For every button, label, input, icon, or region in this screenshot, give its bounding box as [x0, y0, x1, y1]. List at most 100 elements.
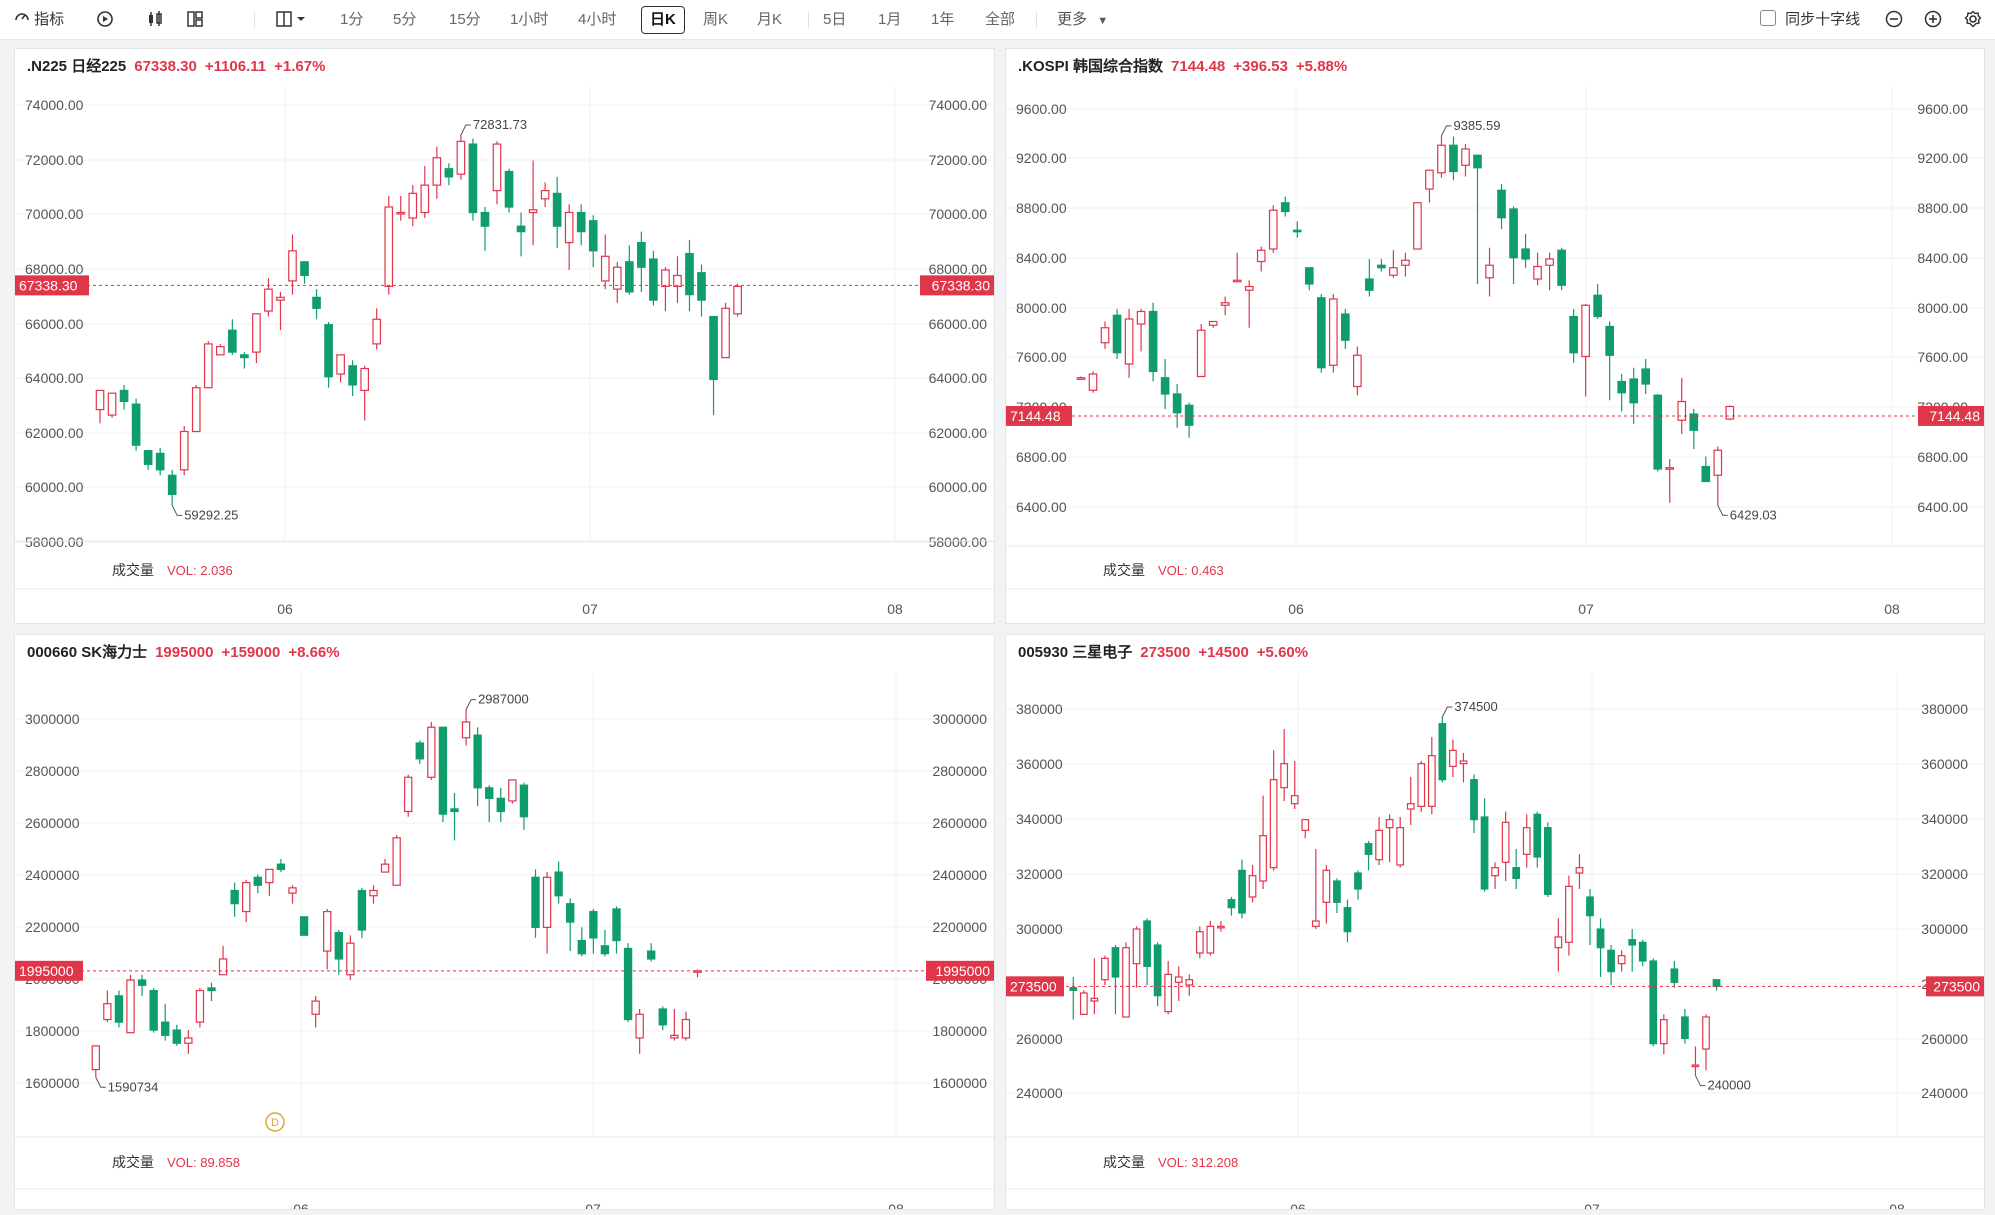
- candle-body: [432, 157, 442, 186]
- x-axis-label: 08: [887, 601, 903, 617]
- candle: [323, 908, 332, 970]
- chart-panel-kospi[interactable]: .KOSPI 韩国综合指数 7144.48 +396.53 +5.88% 9600.00…: [1005, 48, 1985, 624]
- candle: [228, 319, 237, 355]
- interval-tab[interactable]: 1年: [931, 11, 955, 28]
- y-axis-label-right: 2600000: [932, 815, 987, 831]
- candle-body: [647, 950, 656, 960]
- ticker-code: .N225: [27, 58, 68, 75]
- toolbar-divider: [808, 12, 809, 28]
- interval-tab[interactable]: 全部: [985, 11, 1016, 28]
- layout-grid-icon[interactable]: [186, 10, 204, 34]
- candle-body: [564, 211, 574, 244]
- y-axis-label-left: 72000.00: [25, 152, 84, 168]
- candle: [1132, 926, 1141, 988]
- candle: [508, 779, 517, 804]
- zoom-in-icon[interactable]: [1924, 10, 1942, 34]
- interval-tab[interactable]: 周K: [703, 11, 729, 28]
- candle-body: [1497, 189, 1506, 219]
- y-axis-label-right: 70000.00: [929, 206, 988, 222]
- candle: [1353, 346, 1362, 396]
- candle: [207, 982, 216, 1002]
- candle-body: [1681, 1016, 1689, 1039]
- sync-crosshair-toggle[interactable]: 同步十字线: [1760, 8, 1860, 32]
- interval-tab[interactable]: 1小时: [510, 11, 549, 28]
- current-price-label-right: 273500: [1933, 978, 1980, 994]
- candle: [1497, 184, 1506, 229]
- candle-body: [107, 392, 117, 416]
- candlestick-chart[interactable]: 74000.00 74000.00 72000.00 72000.00 70000.00…: [15, 49, 994, 623]
- candle: [1259, 795, 1267, 889]
- candle-body: [1641, 368, 1651, 385]
- candle: [1607, 945, 1615, 985]
- candle-body: [1280, 763, 1289, 789]
- candle-body: [191, 387, 201, 433]
- candle-body: [1269, 779, 1278, 869]
- y-axis-label-left: 260000: [1016, 1031, 1063, 1047]
- zoom-out-icon[interactable]: [1885, 10, 1903, 34]
- interval-tab[interactable]: 5日: [823, 11, 847, 28]
- candle-body: [1385, 819, 1394, 829]
- candle-body: [480, 211, 490, 227]
- interval-tab[interactable]: 月K: [757, 11, 783, 28]
- candle-body: [600, 255, 610, 282]
- y-axis-label-left: 70000.00: [25, 206, 84, 222]
- y-axis-label-left: 58000.00: [25, 534, 84, 550]
- replay-icon[interactable]: [96, 10, 114, 34]
- candle-body: [612, 908, 621, 942]
- candle: [485, 785, 494, 823]
- candle: [1480, 798, 1489, 892]
- interval-tab[interactable]: 1分: [340, 11, 364, 28]
- chart-layout-dropdown[interactable]: [276, 10, 306, 34]
- candle-body: [1268, 209, 1278, 250]
- candlestick-chart[interactable]: 9600.00 9600.00 9200.00 9200.00 8800.00 8800.…: [1006, 49, 1984, 623]
- candle-body: [1290, 795, 1299, 805]
- chart-panel-samsung[interactable]: 005930 三星电子 273500 +14500 +5.60% 380000 38000…: [1005, 634, 1985, 1210]
- dividend-event-marker[interactable]: [265, 1112, 285, 1132]
- candle: [1641, 359, 1651, 394]
- candle-body: [552, 192, 562, 227]
- candle-style-icon[interactable]: [146, 10, 164, 34]
- volume-label: 成交量: [1103, 562, 1145, 578]
- candle-body: [1425, 169, 1434, 190]
- candlestick-chart[interactable]: 380000 380000 360000 360000 340000 340000 3200…: [1006, 635, 1984, 1209]
- chart-panel-sk-hynix[interactable]: 000660 SK海力士 1995000 +159000 +8.66% 3000000 3…: [14, 634, 995, 1210]
- checkbox[interactable]: [1760, 10, 1776, 26]
- interval-tab[interactable]: 4小时: [578, 11, 617, 28]
- candle-body: [685, 252, 694, 296]
- candle: [300, 261, 309, 284]
- y-axis-label-right: 9600.00: [1917, 101, 1968, 117]
- indicator-button[interactable]: 指标: [14, 8, 64, 32]
- chart-panel-n225[interactable]: .N225 日经225 67338.30 +1106.11 +1.67% 74000.0…: [14, 48, 995, 624]
- percent-change: +8.66%: [288, 644, 340, 661]
- y-axis-label-right: 260000: [1921, 1031, 1968, 1047]
- ticker-name: SK海力士: [81, 644, 148, 661]
- candle-body: [1581, 304, 1590, 358]
- candle: [184, 1030, 193, 1054]
- candle: [288, 885, 297, 904]
- candle: [1269, 750, 1278, 871]
- candle-body: [1501, 821, 1510, 863]
- candle: [1522, 814, 1531, 868]
- candle: [265, 868, 274, 896]
- candle-body: [577, 939, 586, 955]
- candle-body: [1328, 298, 1338, 366]
- interval-tab[interactable]: 5分: [393, 11, 417, 28]
- interval-tab[interactable]: 日K: [641, 6, 685, 34]
- more-dropdown[interactable]: 更多 ▼: [1057, 8, 1108, 32]
- candle: [1238, 859, 1246, 919]
- candle: [649, 250, 658, 306]
- candle: [588, 215, 598, 268]
- interval-tab[interactable]: 1月: [878, 11, 902, 28]
- current-price-tag-left: [1006, 976, 1064, 997]
- candle: [1569, 309, 1578, 363]
- settings-gear-icon[interactable]: [1964, 10, 1982, 34]
- x-axis-label: 07: [1584, 1201, 1600, 1209]
- current-price-label-left: 67338.30: [19, 277, 78, 293]
- candle: [1533, 811, 1542, 868]
- candlestick-chart[interactable]: 3000000 3000000 2800000 2800000 2600000 26000…: [15, 635, 994, 1209]
- interval-tab[interactable]: 15分: [449, 11, 481, 28]
- toolbar-divider: [254, 12, 255, 28]
- y-axis-label-left: 68000.00: [25, 261, 84, 277]
- ticker-code: 005930: [1018, 644, 1069, 661]
- volume-label: 成交量: [1103, 1154, 1145, 1170]
